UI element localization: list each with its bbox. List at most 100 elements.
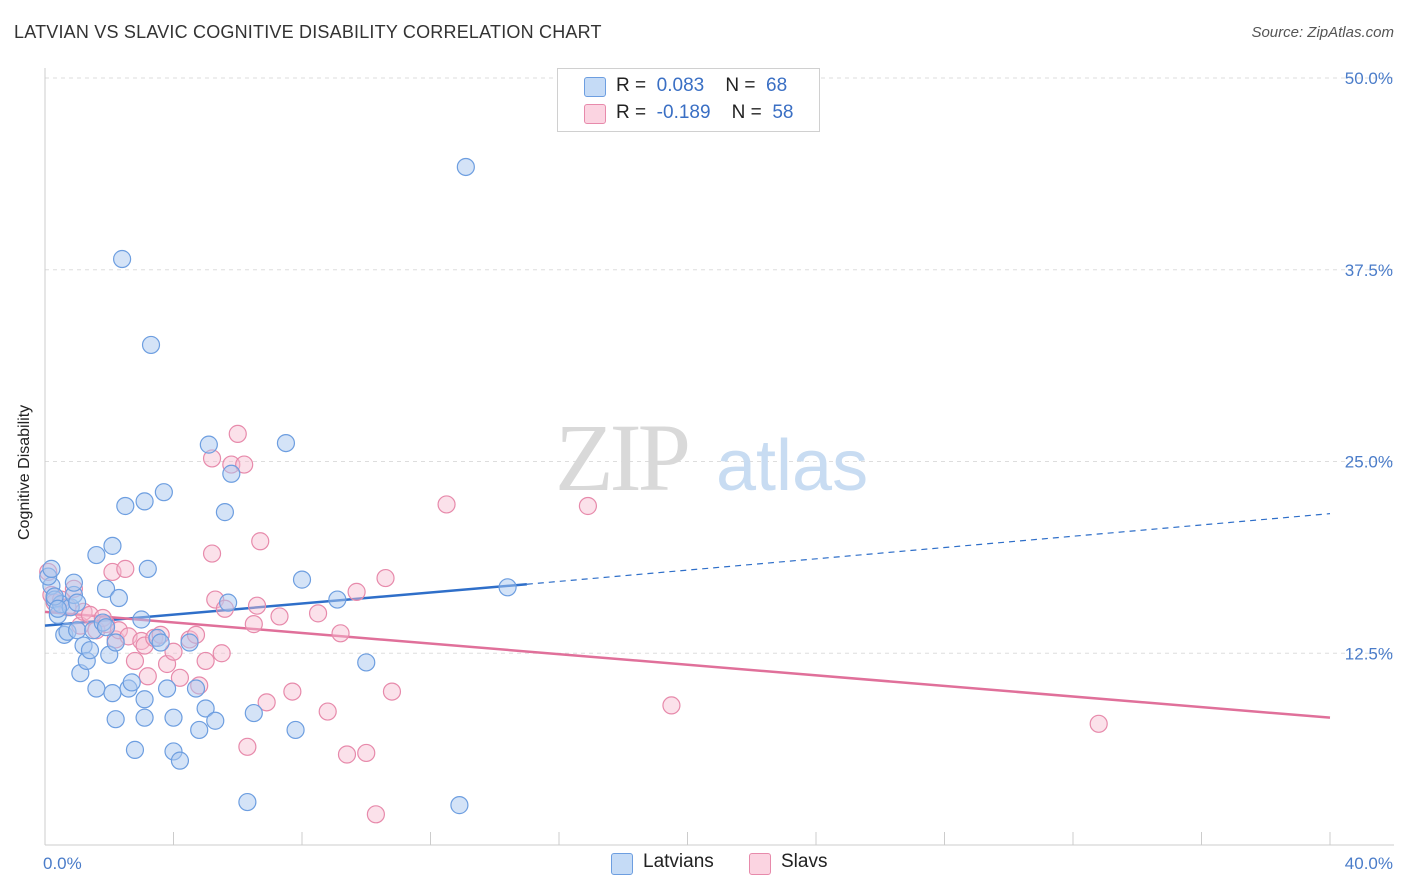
latvians-point [151,633,170,652]
latvians-point [157,679,177,698]
bottom-legend-label-slavs: Slavs [781,851,828,872]
slavs-point [235,455,254,474]
latvians-point [292,570,312,589]
slavs-point [257,693,276,712]
slavs-point [202,544,222,563]
latvians-point [112,249,132,269]
latvians-point [122,673,141,692]
slavs-point [337,745,357,764]
latvians-point [222,464,241,483]
latvians-point [357,653,376,672]
latvians-point [42,559,61,578]
latvians-point [215,503,234,522]
grid-lines [45,77,1394,654]
latvians-point [219,593,238,612]
latvians-point [141,335,161,355]
slavs-point [347,582,366,601]
slavs-point [357,743,376,763]
y-axis-label: Cognitive Disability [16,404,33,540]
x-tick-label: 40.0% [1345,854,1393,873]
bottom-legend-swatch-slavs [749,853,771,875]
latvians-point [96,618,116,637]
latvians-point [80,641,100,660]
slavs-point [318,702,337,721]
slavs-point [247,596,267,615]
latvians-point [103,536,122,555]
latvians-point [116,496,135,516]
latvians-point [170,751,190,770]
latvians-point [125,740,145,759]
slavs-point [331,624,350,643]
latvians-point [206,711,225,730]
latvians-point [135,690,154,709]
y-tick-label: 37.5% [1345,261,1393,280]
slavs-point [164,642,183,661]
latvians-point [68,621,87,640]
correlation-legend: R = 0.083 N = 68 R = -0.189 N = 58 [557,68,820,132]
slavs-trend-line [44,610,1331,719]
latvians-point [154,483,173,502]
slavs-point [283,682,302,701]
watermark-zip: ZIP [555,404,688,511]
slavs-point [244,615,263,634]
slavs-point [170,668,190,687]
latvians-point [276,433,296,453]
legend-swatch-slavs [584,104,606,124]
latvians-points [39,157,517,815]
slavs-point [382,682,402,701]
latvians-point [286,720,305,740]
latvians-point [132,610,151,629]
latvians-point [328,590,347,609]
latvians-point [498,578,517,597]
slavs-point [578,496,598,516]
y-tick-label: 12.5% [1345,644,1393,663]
latvians-point [138,559,157,578]
latvians-trend-extension [526,513,1331,585]
latvians-point [87,545,106,565]
latvians-point [186,679,206,698]
latvians-point [106,633,125,652]
latvians-point [196,699,215,718]
latvians-point [96,579,116,598]
slavs-point [308,604,328,623]
slavs-point [125,651,145,671]
slavs-point [238,737,257,756]
slavs-point [138,667,157,686]
slavs-point [116,559,135,578]
latvians-point [68,593,87,612]
source-label: Source: ZipAtlas.com [1251,24,1394,41]
slavs-point [212,644,231,663]
latvians-point [106,710,125,729]
x-tick-label: 0.0% [43,854,82,873]
latvians-point [87,679,106,698]
legend-text-latvians: R = 0.083 N = 68 [616,75,788,96]
slavs-point [251,532,270,551]
latvians-point [450,796,469,815]
latvians-point [135,492,154,511]
latvians-point [164,708,183,727]
tick-labels: 12.5% 25.0% 37.5% 50.0% 0.0% 40.0% [43,69,1393,873]
chart-title: LATVIAN VS SLAVIC COGNITIVE DISABILITY C… [14,22,602,42]
latvians-point [456,157,475,177]
latvians-point [199,435,218,454]
slavs-point [196,651,215,671]
slavs-point [662,696,681,715]
latvians-point [135,708,154,727]
latvians-point [103,684,122,703]
legend-text-slavs: R = -0.189 N = 58 [616,102,794,123]
bottom-legend-swatch-latvians [611,853,633,875]
y-tick-label: 50.0% [1345,69,1393,88]
slavs-point [1089,714,1108,733]
watermark: ZIP atlas [555,404,868,511]
slavs-point [270,607,289,626]
slavs-point [366,805,385,824]
latvians-point [238,792,257,812]
slavs-point [228,424,247,443]
slavs-point [437,495,456,514]
latvians-point [244,703,263,723]
latvians-point [180,633,199,652]
slavs-point [376,568,395,588]
latvians-point [190,720,209,740]
watermark-atlas: atlas [716,426,868,506]
